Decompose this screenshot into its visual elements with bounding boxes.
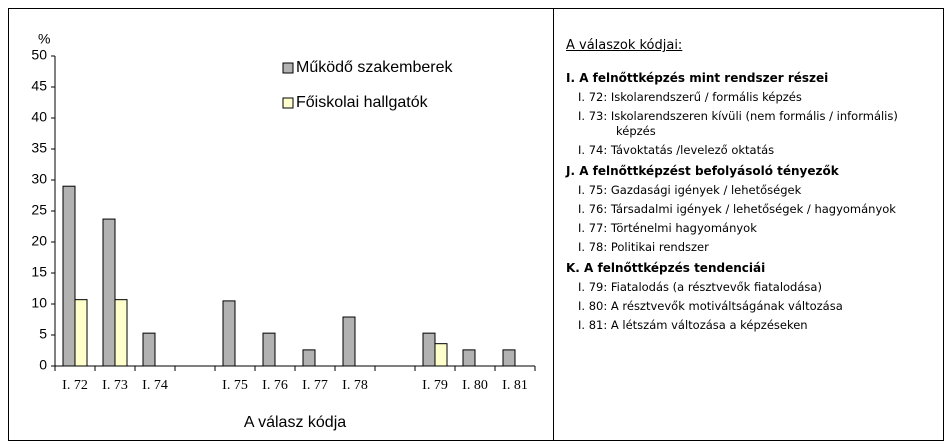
code-item: I. 77: Történelmi hagyományok <box>578 221 757 235</box>
bar <box>102 218 116 367</box>
legend-swatch <box>282 97 294 109</box>
bar <box>462 349 476 367</box>
x-tick-label: I. 75 <box>222 378 248 393</box>
bar <box>74 299 88 367</box>
x-tick-label: I. 77 <box>302 378 328 393</box>
bar <box>502 349 516 367</box>
x-tick-label: I. 73 <box>102 378 128 393</box>
code-item: I. 79: Fiatalodás (a résztvevők fiatalod… <box>578 280 822 294</box>
code-item: I. 80: A résztvevők motiváltságának vált… <box>578 299 843 313</box>
y-tick-label: 10 <box>31 295 47 311</box>
y-tick-label: 45 <box>31 78 47 94</box>
y-tick-label: 15 <box>31 264 47 280</box>
x-tick-label: I. 72 <box>62 378 88 393</box>
group-heading: K. A felnőttképzés tendenciái <box>566 261 766 275</box>
y-tick-label: 35 <box>31 140 47 156</box>
y-tick-label: 0 <box>39 357 47 373</box>
code-item: I. 73: Iskolarendszeren kívüli (nem form… <box>578 109 898 138</box>
x-tick-label: I. 74 <box>142 378 168 393</box>
bar <box>262 332 276 367</box>
x-tick-label: I. 79 <box>422 378 448 393</box>
bar <box>422 332 436 367</box>
group-heading: I. A felnőttképzés mint rendszer részei <box>566 71 829 85</box>
x-tick-label: I. 76 <box>262 378 288 393</box>
bar <box>342 316 356 367</box>
x-tick-label: I. 78 <box>342 378 368 393</box>
legend-label: Működő szakemberek <box>296 59 454 76</box>
code-item: I. 78: Politikai rendszer <box>578 240 709 254</box>
y-unit: % <box>38 31 50 47</box>
bar <box>222 300 236 367</box>
legend-label: Főiskolai hallgatók <box>296 94 429 111</box>
x-axis-label: A válasz kódja <box>244 414 346 431</box>
y-tick-label: 30 <box>31 171 47 187</box>
y-tick-label: 50 <box>31 47 47 63</box>
x-tick-label: I. 81 <box>502 378 528 393</box>
code-item: I. 81: A létszám változása a képzéseken <box>578 318 808 332</box>
bar <box>114 299 128 367</box>
code-legend: A válaszok kódjai: I. A felnőttképzés mi… <box>566 36 938 337</box>
y-tick-label: 40 <box>31 109 47 125</box>
y-tick-label: 25 <box>31 202 47 218</box>
panel-title: A válaszok kódjai: <box>566 38 683 53</box>
code-item: I. 72: Iskolarendszerű / formális képzés <box>578 90 802 104</box>
code-item: I. 74: Távoktatás /levelező oktatás <box>578 143 775 157</box>
frame <box>8 8 944 441</box>
y-tick-label: 5 <box>39 326 47 342</box>
x-tick-label: I. 80 <box>462 378 488 393</box>
y-tick-label: 20 <box>31 233 47 249</box>
bar <box>62 185 76 367</box>
legend-swatch <box>282 62 294 74</box>
group-heading: J. A felnőttképzést befolyásoló tényezők <box>566 164 839 178</box>
code-item: I. 76: Társadalmi igények / lehetőségek … <box>578 202 896 216</box>
bar <box>302 349 316 367</box>
bar <box>142 332 156 367</box>
bar <box>434 343 448 367</box>
code-item: I. 75: Gazdasági igények / lehetőségek <box>578 183 802 197</box>
